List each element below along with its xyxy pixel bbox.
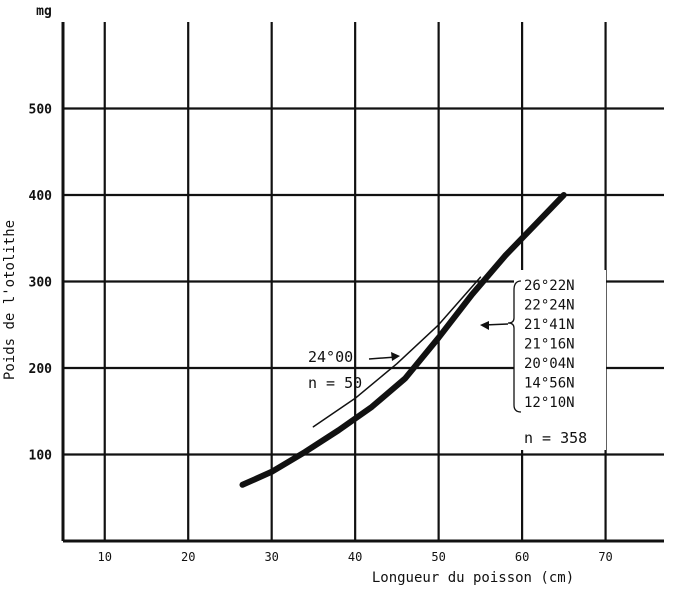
y-tick-label: 100	[29, 449, 53, 464]
x-axis-label: Longueur du poisson (cm)	[372, 570, 574, 586]
series-line-thin	[312, 276, 482, 428]
y-tick-label: 300	[29, 276, 53, 291]
x-tick-label: 70	[598, 550, 612, 564]
y-tick-label: 200	[29, 362, 53, 377]
x-tick-label: 50	[431, 550, 445, 564]
x-tick-label: 20	[181, 550, 195, 564]
latitude-label: 12°10N	[524, 395, 575, 411]
latitude-label: 21°16N	[524, 337, 575, 353]
thick-curve-n: n = 358	[524, 429, 587, 447]
latitude-label: 14°56N	[524, 376, 575, 392]
y-unit-label: mg	[36, 4, 52, 19]
axes	[61, 22, 664, 543]
latitude-label: 22°24N	[524, 298, 575, 314]
y-tick-label: 400	[29, 189, 53, 204]
latitude-legend-background	[514, 270, 606, 450]
latitude-list: 26°22N 22°24N 21°41N 21°16N 20°04N 14°56N 12°1…	[524, 278, 575, 411]
annotations: 24°00 n = 50 26°22N 22°24N 21°41N 21°16N 20°…	[308, 270, 606, 450]
x-tick-label: 60	[515, 550, 529, 564]
latitude-label: 20°04N	[524, 356, 575, 372]
thin-curve-label: 24°00	[308, 348, 353, 366]
latitude-brace	[507, 280, 522, 413]
latitude-label: 26°22N	[524, 278, 575, 294]
x-tick-label: 10	[98, 550, 112, 564]
latitude-label: 21°41N	[524, 317, 575, 333]
thin-curve-n: n = 50	[308, 374, 362, 392]
series-line-thick	[239, 192, 567, 488]
x-tick-label: 40	[348, 550, 362, 564]
x-tick-label: 30	[264, 550, 278, 564]
y-tick-label: 500	[29, 103, 53, 118]
tick-labels: 10 20 30 40 50 60 70 100 200 300 400 500	[29, 103, 613, 565]
thin-curve-arrow	[368, 356, 397, 360]
thin-curve-arrowhead	[391, 352, 400, 361]
y-axis-label: Poids de l'otolithe	[2, 220, 18, 380]
data-series	[239, 192, 567, 488]
thick-curve-arrowhead	[480, 321, 489, 330]
